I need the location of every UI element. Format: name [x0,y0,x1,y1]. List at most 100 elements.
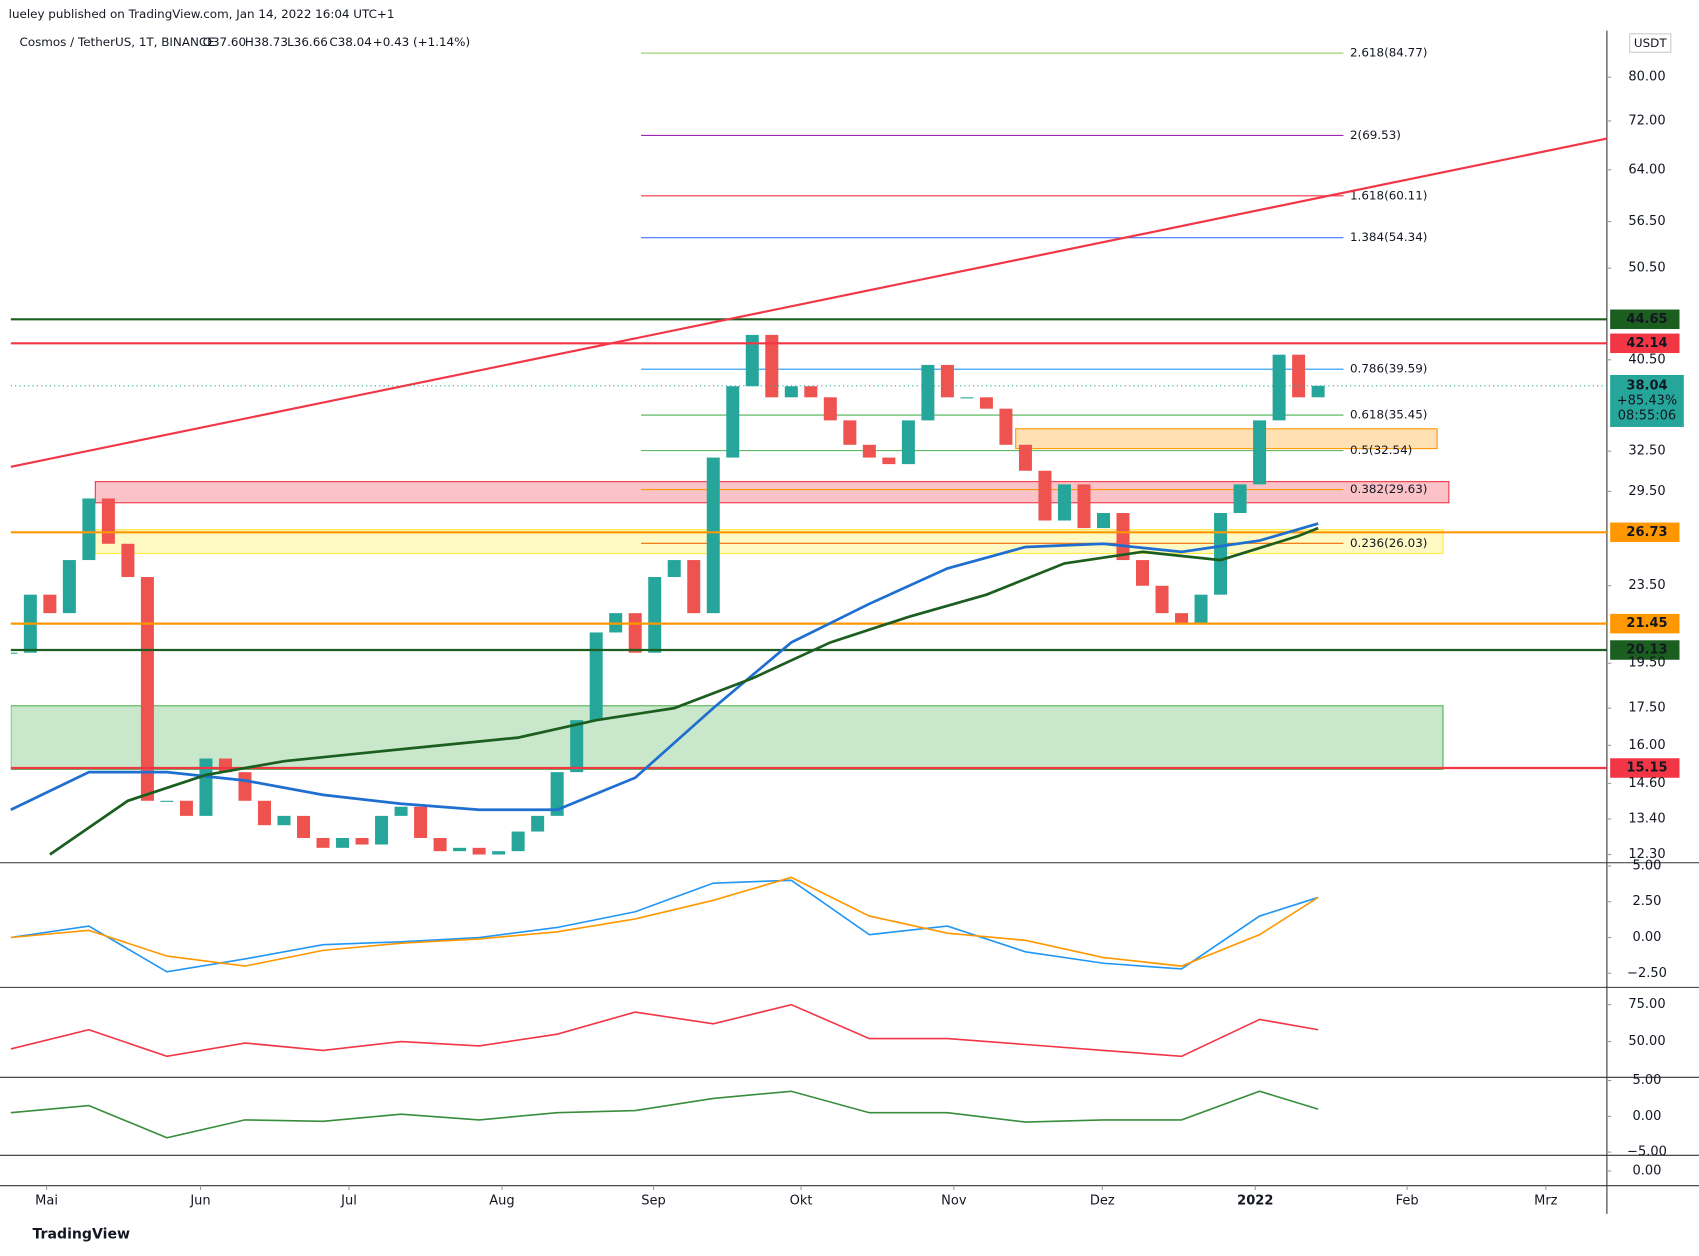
x-tick-label: Nov [941,1193,967,1208]
level-label: 15.15 [1626,761,1667,776]
level-label: 26.73 [1626,525,1667,540]
y-tick-label: 23.50 [1628,578,1665,593]
ohlc-high: H38.73 [245,35,288,49]
indicator-line [10,1090,1319,1139]
footer-logo[interactable]: TradingView [33,1226,131,1242]
candle [101,498,115,544]
y-tick-label: 19.50 [1628,656,1665,671]
candle [589,632,603,721]
candle [1233,484,1247,514]
indicator-line [10,1003,1319,1058]
candle [570,720,584,773]
y-tick-label: 12.30 [1628,847,1665,862]
level-box [1610,333,1680,354]
y-tick-label: 56.50 [1628,214,1665,229]
candle [648,577,662,653]
x-tick-label: Mrz [1534,1193,1558,1208]
candle [1253,420,1267,485]
level-label: 21.45 [1626,616,1667,631]
y-tick-label: 29.50 [1628,484,1665,499]
moving-average [10,522,1319,812]
candle [843,420,857,445]
x-tick-label: Jun [189,1193,210,1208]
candle [921,364,935,421]
publish-note: lueley published on TradingView.com, Jan… [9,7,395,21]
candle [1311,385,1325,398]
candle [1096,513,1110,529]
x-tick-label: Aug [489,1193,514,1208]
candle [882,457,896,465]
candle [628,613,642,653]
x-tick-label: Sep [641,1193,666,1208]
symbol: Cosmos / TetherUS, 1T, BINANCE [20,35,215,49]
candle [862,444,876,458]
y-tick-label: 0.00 [1633,1164,1662,1179]
x-tick-label: Mai [35,1193,58,1208]
candle [726,386,740,458]
candle [160,800,174,802]
level-box [1610,522,1680,543]
plot: 2.618(84.77) 2(69.53) 1.618(60.11) 1.384(54… [10,46,1450,855]
level-label: 20.13 [1626,643,1667,658]
candle [1214,513,1228,595]
candle [453,847,467,852]
candle [1116,513,1130,561]
candle [336,837,350,848]
ohlc-low: L36.66 [287,35,328,49]
last-change: +85.43% [1617,393,1677,408]
last-price: 38.04 [1626,378,1667,393]
candle [414,806,428,838]
y-tick-label: 16.00 [1628,738,1665,753]
countdown: 08:55:06 [1618,409,1676,424]
footer [0,1213,1699,1252]
candle [960,397,974,399]
candle [1194,594,1208,623]
candle [667,560,681,578]
candle [492,851,506,855]
trendline [10,137,1608,468]
candle [1155,585,1169,614]
moving-average [49,526,1319,856]
y-tick-label: 5.00 [1633,1073,1662,1088]
candle [121,543,135,578]
x-tick-label: Jul [340,1193,357,1208]
candle [804,386,818,398]
y-tick-label: 0.00 [1633,930,1662,945]
fib-label: 0.236(26.03) [1350,536,1427,550]
candle [511,831,525,852]
candle [10,652,18,654]
candle [316,837,330,848]
fib-label: 2(69.53) [1350,128,1401,142]
currency: USDT [1634,36,1667,50]
candle [472,847,486,855]
y-tick-label: 2.50 [1633,894,1662,909]
y-tick-label: 64.00 [1628,162,1665,177]
y-tick-label: −2.50 [1627,966,1667,981]
y-tick-label: 0.00 [1633,1109,1662,1124]
fib-label: 1.618(60.11) [1350,188,1427,202]
zone [10,705,1444,770]
zone [1015,428,1438,450]
candle [1175,613,1189,623]
level-label: 42.14 [1626,336,1667,351]
y-tick-label: 40.50 [1628,352,1665,367]
candle [355,837,369,845]
fib-label: 0.5(32.54) [1350,443,1412,457]
candle [1057,484,1071,521]
zone [94,481,1450,504]
candle [940,364,954,398]
y-tick-label: 75.00 [1628,997,1665,1012]
ohlc-open: O37.60 [203,35,246,49]
candle [140,577,154,801]
candle [687,560,701,614]
y-tick-label: 14.60 [1628,776,1665,791]
level-box [1610,640,1680,660]
x-tick-label: Okt [790,1193,813,1208]
ohlc-close: C38.04 [329,35,371,49]
candle [823,397,837,421]
candle [179,800,193,816]
y-tick-label: −5.00 [1627,1145,1667,1160]
level-label: 44.65 [1626,312,1667,327]
